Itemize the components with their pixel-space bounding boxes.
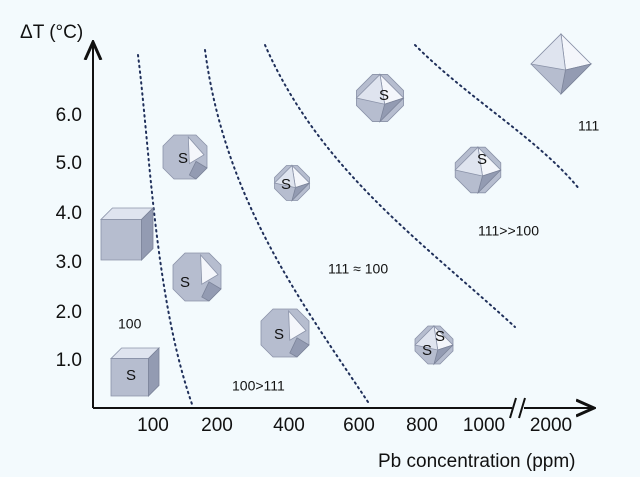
y-tick-label: 1.0 xyxy=(56,350,82,371)
crystal-face xyxy=(187,135,205,165)
crystal-face xyxy=(288,309,307,341)
x-tick-label: 400 xyxy=(273,415,305,436)
x-tick-label: 2000 xyxy=(530,415,572,436)
y-axis-title: ΔT (°C) xyxy=(20,22,83,43)
crystal-face xyxy=(291,182,310,202)
y-tick-label: 2.0 xyxy=(56,302,82,323)
crystal-face xyxy=(477,169,502,195)
crystal-label: S xyxy=(126,367,136,384)
boundary-curve xyxy=(414,44,581,191)
y-tick-label: 3.0 xyxy=(56,252,82,273)
crystal-face xyxy=(454,146,483,177)
x-axis-title: Pb concentration (ppm) xyxy=(378,451,576,472)
crystal-face xyxy=(289,337,310,358)
region-label: 100>111 xyxy=(232,378,285,394)
crystal-label: S xyxy=(435,328,445,345)
crystal: S xyxy=(273,164,311,202)
x-tick-label: 200 xyxy=(201,415,233,436)
crystal-face xyxy=(188,160,208,180)
x-tick-label: 1000 xyxy=(463,415,505,436)
region-label: 100 xyxy=(118,316,142,332)
y-tick-label: 5.0 xyxy=(56,153,82,174)
crystal-face xyxy=(273,164,296,189)
y-tick-label: 6.0 xyxy=(56,105,82,126)
x-tick-label: 800 xyxy=(406,415,438,436)
crystal: SS xyxy=(414,324,454,366)
crystal-face xyxy=(200,253,219,285)
crystal-face xyxy=(379,97,404,123)
crystal xyxy=(100,207,154,261)
crystal xyxy=(530,32,593,96)
crystal-label: S xyxy=(274,326,284,343)
region-label: 111 ≈ 100 xyxy=(328,261,388,277)
crystal: S xyxy=(110,347,160,397)
boundary-curve xyxy=(137,54,194,408)
crystal-label: S xyxy=(178,150,188,167)
crystal-label: S xyxy=(379,87,389,104)
region-label: 111>>100 xyxy=(478,223,539,239)
crystal-face xyxy=(560,63,593,96)
y-tick-label: 4.0 xyxy=(56,203,82,224)
crystal-face xyxy=(560,32,592,71)
cube-face xyxy=(141,207,154,261)
crystal-face xyxy=(201,281,222,302)
crystal: S xyxy=(172,252,222,302)
boundary-curve xyxy=(204,49,371,406)
cube-face xyxy=(148,347,160,397)
crystal-label: S xyxy=(281,176,291,193)
boundary-curve xyxy=(264,44,516,328)
crystal-face xyxy=(355,73,386,105)
crystal-face xyxy=(530,33,566,71)
crystal: S xyxy=(454,146,502,195)
x-tick-label: 600 xyxy=(343,415,375,436)
crystal-face xyxy=(414,325,439,351)
crystal-label: S xyxy=(422,342,432,359)
crystal-label: S xyxy=(180,274,190,291)
crystal: S xyxy=(260,308,310,358)
x-tick-label: 100 xyxy=(137,415,169,436)
crystal-face xyxy=(433,344,454,366)
crystal: S xyxy=(355,73,405,123)
region-label: 111 xyxy=(578,118,599,134)
axis-break xyxy=(509,397,526,419)
crystal: S xyxy=(162,134,208,180)
crystal-label: S xyxy=(477,151,487,168)
cube-face xyxy=(100,219,142,261)
